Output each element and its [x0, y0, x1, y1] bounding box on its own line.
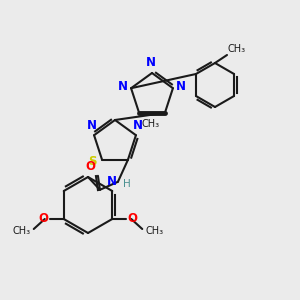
Text: N: N: [133, 119, 143, 132]
Text: CH₃: CH₃: [13, 226, 31, 236]
Text: N: N: [107, 175, 117, 188]
Text: N: N: [118, 80, 128, 93]
Text: O: O: [39, 212, 49, 226]
Text: N: N: [87, 119, 97, 132]
Text: O: O: [127, 212, 137, 226]
Text: O: O: [85, 160, 95, 173]
Text: S: S: [88, 155, 97, 168]
Text: CH₃: CH₃: [145, 226, 164, 236]
Text: H: H: [123, 179, 131, 189]
Text: CH₃: CH₃: [141, 119, 159, 129]
Text: N: N: [176, 80, 186, 93]
Text: N: N: [146, 56, 156, 69]
Text: CH₃: CH₃: [228, 44, 246, 54]
